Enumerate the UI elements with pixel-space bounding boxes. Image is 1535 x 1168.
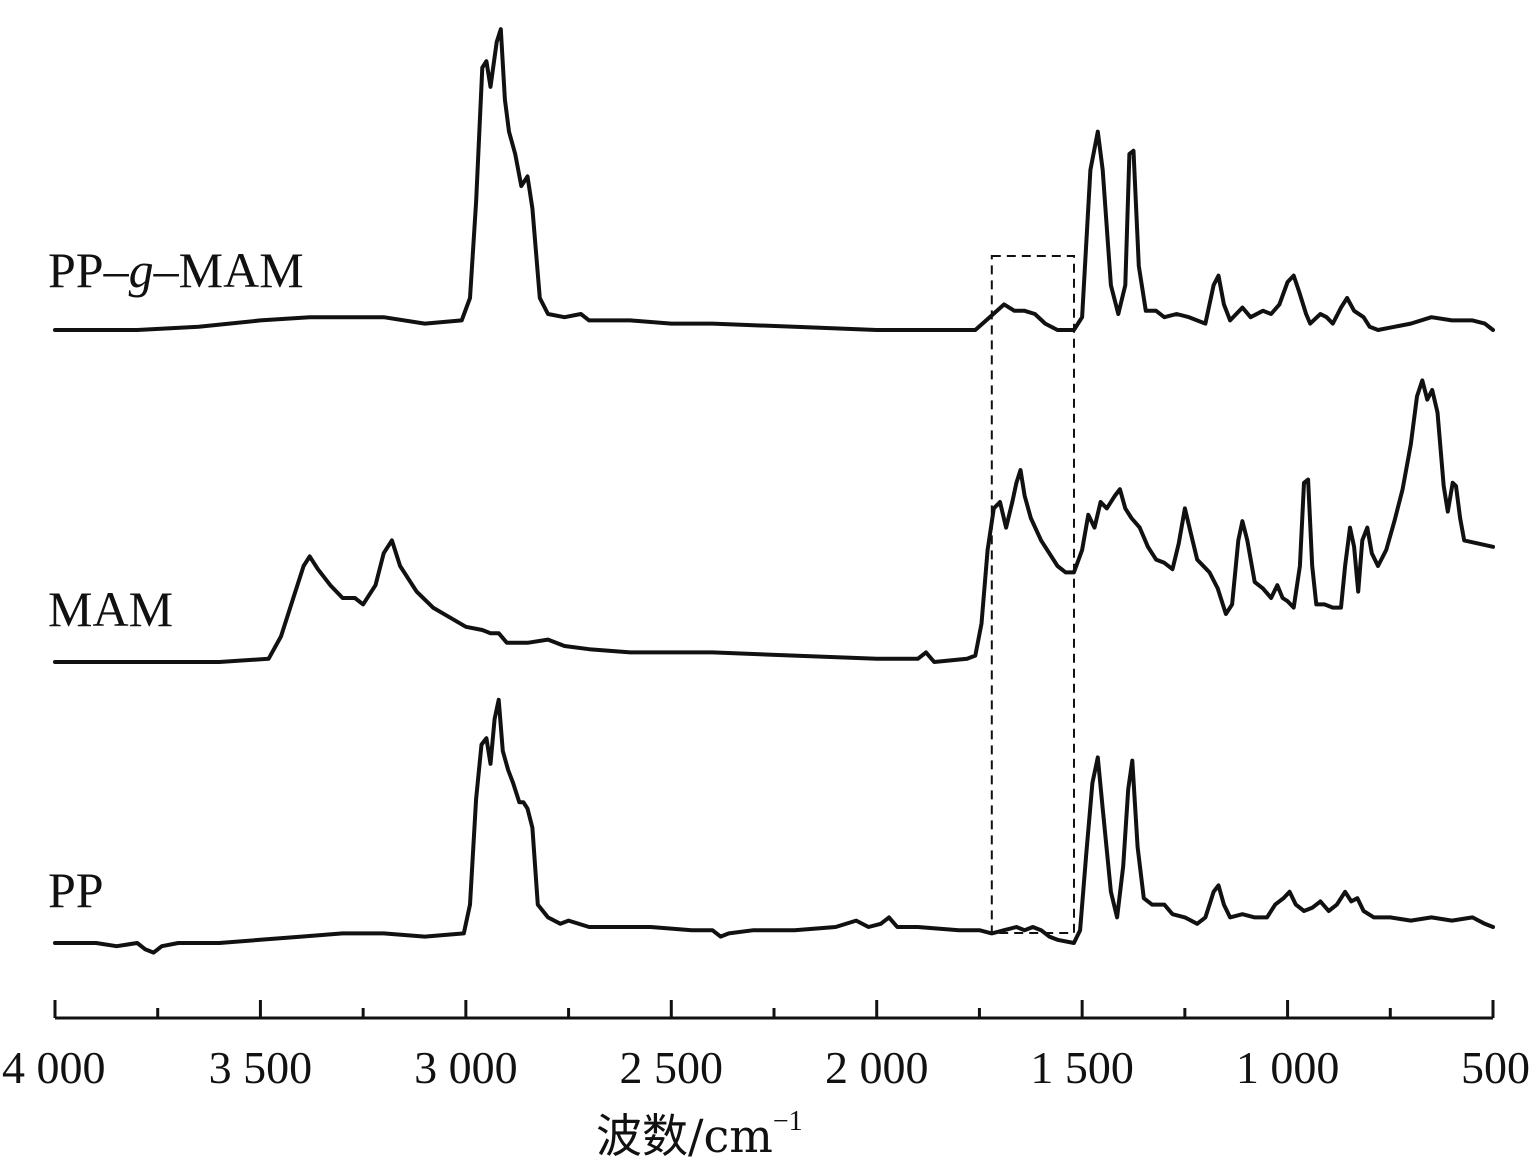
x-tick-label: 1 500 <box>1030 1042 1134 1093</box>
series-label-mam: MAM <box>48 581 173 637</box>
x-tick-label: 2 000 <box>825 1042 929 1093</box>
series-line-pp <box>53 697 1495 955</box>
series-label-pp-g-mam: PP–g–MAM <box>48 242 304 298</box>
series-line-pp-g-mam <box>53 27 1495 332</box>
x-tick-label: 500 <box>1461 1042 1530 1093</box>
x-tick-label: 3 000 <box>414 1042 518 1093</box>
x-axis: 4 000 3 500 3 000 2 500 2 000 1 500 1 000 500 波… <box>2 1000 1530 1163</box>
series-layer <box>53 27 1495 955</box>
x-axis-title: 波数/cm−1 <box>596 1106 803 1163</box>
series-label-pp: PP <box>48 862 104 918</box>
x-axis-ticks: 4 000 3 500 3 000 2 500 2 000 1 500 1 000 500 <box>2 1000 1530 1093</box>
x-tick-label: 3 500 <box>209 1042 313 1093</box>
x-tick-label: 4 000 <box>2 1042 106 1093</box>
highlight-region-box <box>990 255 1075 934</box>
x-tick-label: 1 000 <box>1236 1042 1340 1093</box>
series-line-mam <box>53 378 1495 664</box>
x-tick-label: 2 500 <box>620 1042 724 1093</box>
